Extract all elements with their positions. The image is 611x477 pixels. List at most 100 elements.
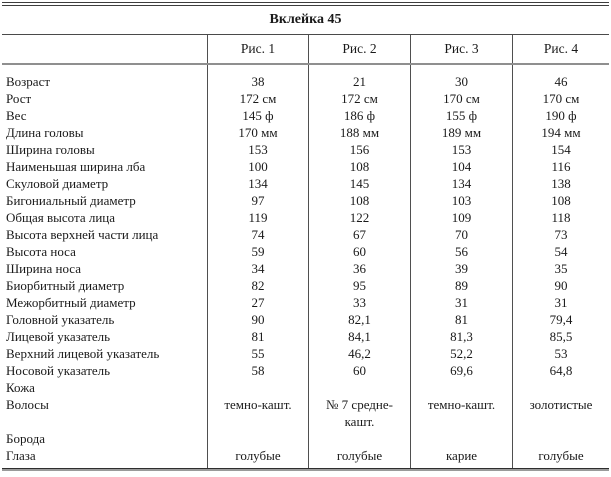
row-value: 109: [410, 209, 512, 226]
row-value: 170 см: [512, 90, 609, 107]
column-header-fig1: Рис. 1: [207, 35, 308, 63]
row-value: 104: [410, 158, 512, 175]
table-row: Высота носа 59 60 56 54: [2, 243, 609, 260]
row-label: Возраст: [6, 74, 51, 89]
row-label: Рост: [6, 91, 32, 106]
table-row: Глаза голубые голубые карие голубые: [2, 447, 609, 464]
spacer-cell: [512, 464, 609, 468]
column-header-fig2: Рис. 2: [308, 35, 410, 63]
row-value: золотистые: [512, 396, 609, 430]
row-value: [207, 430, 308, 447]
row-value: 73: [512, 226, 609, 243]
table-row: Ширина головы 153 156 153 154: [2, 141, 609, 158]
table-row: Лицевой указатель 81 84,1 81,3 85,5: [2, 328, 609, 345]
row-value: 85,5: [512, 328, 609, 345]
row-label: Лицевой указатель: [6, 329, 111, 344]
row-value: [512, 430, 609, 447]
table-bottom-spacer-row: [2, 464, 609, 468]
row-value: 46,2: [308, 345, 410, 362]
row-value: 188 мм: [308, 124, 410, 141]
table-row: Биорбитный диаметр 82 95 89 90: [2, 277, 609, 294]
row-value: 108: [308, 192, 410, 209]
row-value: 54: [512, 243, 609, 260]
row-label: Глаза: [6, 448, 36, 463]
row-label: Кожа: [6, 380, 35, 395]
row-value: 81: [207, 328, 308, 345]
row-label: Длина головы: [6, 125, 84, 140]
row-value: [410, 379, 512, 396]
row-value: [308, 430, 410, 447]
row-value: 90: [207, 311, 308, 328]
row-value: 33: [308, 294, 410, 311]
column-header-fig3: Рис. 3: [410, 35, 512, 63]
row-value: карие: [410, 447, 512, 464]
table-bottom-rule: [2, 468, 609, 471]
row-value: [410, 430, 512, 447]
row-value: 58: [207, 362, 308, 379]
row-value: 189 мм: [410, 124, 512, 141]
row-value: темно-кашт.: [410, 396, 512, 430]
row-value: 119: [207, 209, 308, 226]
row-label: Верхний лицевой указатель: [6, 346, 160, 361]
row-value: 69,6: [410, 362, 512, 379]
row-value: 39: [410, 260, 512, 277]
row-label: Высота носа: [6, 244, 76, 259]
row-value: 30: [410, 73, 512, 90]
row-value: 38: [207, 73, 308, 90]
anthropometric-table: Вклейка 45 Рис. 1 Рис. 2 Рис. 3 Рис. 4 В…: [2, 2, 609, 471]
row-value: 84,1: [308, 328, 410, 345]
row-value: 95: [308, 277, 410, 294]
row-value: 145: [308, 175, 410, 192]
spacer-cell: [207, 65, 308, 73]
row-value: 134: [207, 175, 308, 192]
table-row: Бигониальный диаметр 97 108 103 108: [2, 192, 609, 209]
row-value: [308, 379, 410, 396]
row-value: 138: [512, 175, 609, 192]
table-row: Носовой указатель 58 60 69,6 64,8: [2, 362, 609, 379]
row-label: Волосы: [6, 397, 49, 412]
row-value: 31: [410, 294, 512, 311]
row-value: 153: [410, 141, 512, 158]
spacer-cell: [512, 65, 609, 73]
row-value: 90: [512, 277, 609, 294]
row-value: 67: [308, 226, 410, 243]
row-value: 52,2: [410, 345, 512, 362]
table-top-spacer-row: [2, 65, 609, 73]
row-value: 154: [512, 141, 609, 158]
table-row: Межорбитный диаметр 27 33 31 31: [2, 294, 609, 311]
table-row: Высота верхней части лица 74 67 70 73: [2, 226, 609, 243]
row-value: 89: [410, 277, 512, 294]
row-label: Наименьшая ширина лба: [6, 159, 146, 174]
row-value: 82: [207, 277, 308, 294]
row-value: голубые: [308, 447, 410, 464]
spacer-cell: [410, 65, 512, 73]
row-value: 153: [207, 141, 308, 158]
row-label: Ширина носа: [6, 261, 81, 276]
row-value: 81: [410, 311, 512, 328]
table-row: Рост 172 см 172 см 170 см 170 см: [2, 90, 609, 107]
row-value: [207, 379, 308, 396]
table-row: Ширина носа 34 36 39 35: [2, 260, 609, 277]
row-label: Высота верхней части лица: [6, 227, 159, 242]
row-value: 81,3: [410, 328, 512, 345]
row-value: № 7 средне-кашт.: [308, 396, 410, 430]
table-header-row: Рис. 1 Рис. 2 Рис. 3 Рис. 4: [2, 35, 609, 65]
row-label: Головной указатель: [6, 312, 115, 327]
table-row: Волосы темно-кашт. № 7 средне-кашт. темно-к…: [2, 396, 609, 430]
row-value: 64,8: [512, 362, 609, 379]
table-row: Наименьшая ширина лба 100 108 104 116: [2, 158, 609, 175]
table-row: Верхний лицевой указатель 55 46,2 52,2 53: [2, 345, 609, 362]
row-value: 170 см: [410, 90, 512, 107]
row-value: 108: [512, 192, 609, 209]
row-label: Межорбитный диаметр: [6, 295, 136, 310]
row-value: 118: [512, 209, 609, 226]
row-value: 59: [207, 243, 308, 260]
table-row: Возраст 38 21 30 46: [2, 73, 609, 90]
row-value: [512, 379, 609, 396]
row-value: 70: [410, 226, 512, 243]
spacer-cell: [2, 464, 207, 468]
row-label: Носовой указатель: [6, 363, 111, 378]
row-value: 155 ф: [410, 107, 512, 124]
table-row: Скуловой диаметр 134 145 134 138: [2, 175, 609, 192]
